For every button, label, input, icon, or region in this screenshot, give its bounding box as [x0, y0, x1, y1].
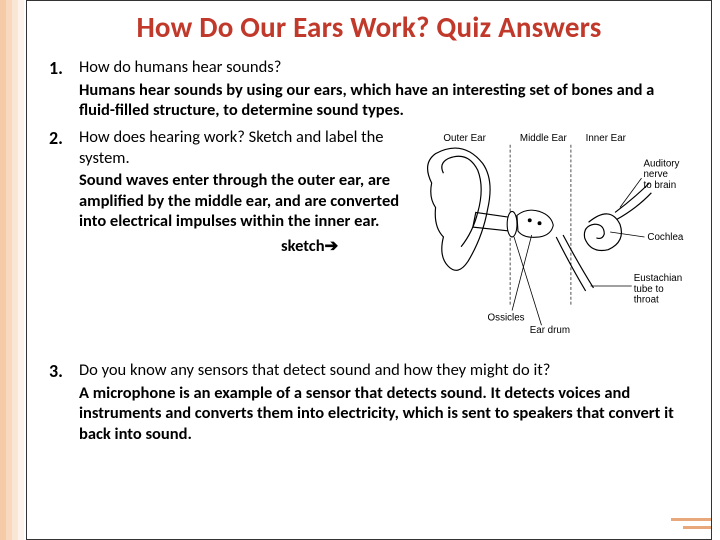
svg-text:throat: throat	[634, 295, 659, 306]
question-number: 1.	[49, 57, 79, 121]
question-text: Do you know any sensors that detect soun…	[79, 360, 689, 381]
label-cochlea: Cochlea	[648, 232, 684, 243]
corner-accent	[666, 494, 711, 539]
ear-diagram: Outer Ear Middle Ear Inner Ear	[414, 127, 689, 342]
question-1: 1. How do humans hear sounds? Humans hea…	[49, 57, 689, 121]
page-title: How Do Our Ears Work? Quiz Answers	[49, 9, 689, 45]
svg-text:to brain: to brain	[644, 180, 677, 191]
answer-text: A microphone is an example of a sensor t…	[79, 383, 689, 445]
question-number: 2.	[49, 127, 79, 342]
accent-stripes	[0, 0, 24, 540]
question-3: 3. Do you know any sensors that detect s…	[49, 360, 689, 445]
svg-text:tube to: tube to	[634, 284, 665, 295]
section-inner-ear: Inner Ear	[586, 133, 627, 144]
slide-frame: How Do Our Ears Work? Quiz Answers 1. Ho…	[26, 0, 712, 540]
label-auditory-nerve: Auditory	[644, 158, 680, 169]
label-eardrum: Ear drum	[530, 325, 570, 336]
sketch-arrow-label: sketch➔	[79, 236, 408, 257]
answer-text: Humans hear sounds by using our ears, wh…	[79, 80, 689, 121]
section-outer-ear: Outer Ear	[444, 133, 487, 144]
answer-text: Sound waves enter through the outer ear,…	[79, 170, 408, 232]
question-text: How do humans hear sounds?	[79, 57, 689, 78]
question-number: 3.	[49, 360, 79, 445]
question-2: 2. How does hearing work? Sketch and lab…	[49, 127, 689, 342]
svg-text:nerve: nerve	[644, 169, 669, 180]
question-text: How does hearing work? Sketch and label …	[79, 127, 408, 168]
section-middle-ear: Middle Ear	[520, 133, 568, 144]
label-eustachian: Eustachian	[634, 273, 682, 284]
label-ossicles: Ossicles	[488, 312, 525, 323]
